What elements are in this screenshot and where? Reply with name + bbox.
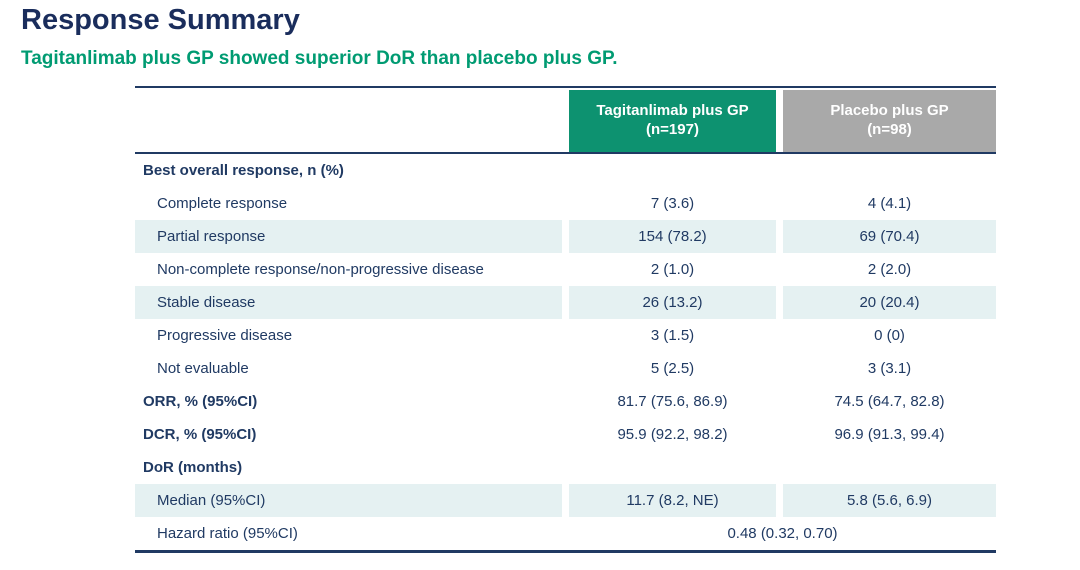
row-label: ORR, % (95%CI) xyxy=(143,393,258,410)
row-value: 81.7 (75.6, 86.9) xyxy=(617,393,728,410)
row-label: Progressive disease xyxy=(157,327,293,344)
row-value: 7 (3.6) xyxy=(650,195,695,212)
row-value: 2 (2.0) xyxy=(867,261,912,278)
row-value: 26 (13.2) xyxy=(569,286,776,319)
page-title: Response Summary xyxy=(21,4,300,36)
row-value: 96.9 (91.3, 99.4) xyxy=(834,426,945,443)
row-value: 154 (78.2) xyxy=(569,220,776,253)
row-label: Not evaluable xyxy=(157,360,249,377)
row-value: 4 (4.1) xyxy=(867,195,912,212)
row-value: 3 (3.1) xyxy=(867,360,912,377)
row-value: 0 (0) xyxy=(874,327,905,344)
row-label: DCR, % (95%CI) xyxy=(143,426,257,443)
page-subtitle: Tagitanlimab plus GP showed superior DoR… xyxy=(21,48,618,69)
response-summary-table: Tagitanlimab plus GP (n=197) Placebo plu… xyxy=(135,86,996,553)
row-value: 2 (1.0) xyxy=(650,261,695,278)
column-header-placebo-plus-gp: Placebo plus GP (n=98) xyxy=(783,90,996,152)
row-label: Hazard ratio (95%CI) xyxy=(157,525,298,542)
row-value: 3 (1.5) xyxy=(650,327,695,344)
row-value: 11.7 (8.2, NE) xyxy=(569,484,776,517)
row-value: 69 (70.4) xyxy=(783,220,996,253)
row-value: 20 (20.4) xyxy=(783,286,996,319)
row-value xyxy=(569,451,776,484)
row-label: Partial response xyxy=(135,220,562,253)
row-value xyxy=(783,451,996,484)
column-header-name: Placebo plus GP xyxy=(830,102,949,120)
row-label: DoR (months) xyxy=(143,459,243,476)
column-header-n: (n=98) xyxy=(867,121,912,138)
row-label: Complete response xyxy=(157,195,288,212)
row-value: 5.8 (5.6, 6.9) xyxy=(783,484,996,517)
column-header-tagitanlimab-plus-gp: Tagitanlimab plus GP (n=197) xyxy=(569,90,776,152)
row-value: 5 (2.5) xyxy=(650,360,695,377)
row-value xyxy=(569,154,776,187)
row-value: 95.9 (92.2, 98.2) xyxy=(617,426,728,443)
row-label: Non-complete response/non-progressive di… xyxy=(157,261,484,278)
header-empty-cell xyxy=(135,90,562,152)
row-value xyxy=(783,154,996,187)
row-value: 74.5 (64.7, 82.8) xyxy=(834,393,945,410)
row-label: Best overall response, n (%) xyxy=(143,162,344,179)
row-label: Median (95%CI) xyxy=(135,484,562,517)
row-value-merged: 0.48 (0.32, 0.70) xyxy=(727,525,838,542)
header-divider-rule xyxy=(135,152,996,154)
column-header-name: Tagitanlimab plus GP xyxy=(596,102,749,120)
row-label: Stable disease xyxy=(135,286,562,319)
column-header-n: (n=197) xyxy=(646,121,699,138)
